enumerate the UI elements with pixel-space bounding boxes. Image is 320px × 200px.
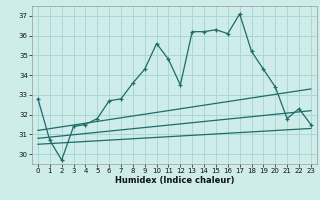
X-axis label: Humidex (Indice chaleur): Humidex (Indice chaleur) bbox=[115, 176, 234, 185]
